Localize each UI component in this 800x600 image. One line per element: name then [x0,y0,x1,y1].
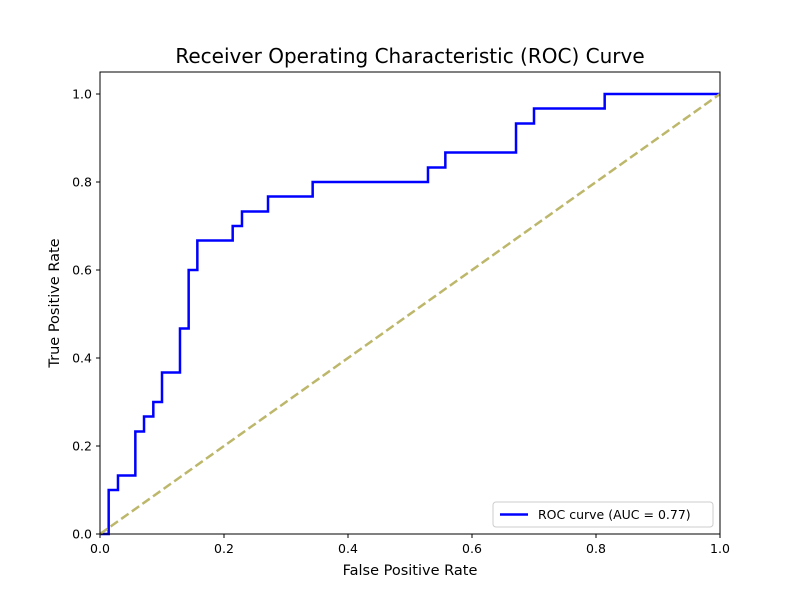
legend: ROC curve (AUC = 0.77) [492,501,714,528]
x-tick-label: 0.6 [462,541,482,556]
x-tick-label: 0.8 [586,541,606,556]
x-tick-label: 0.2 [214,541,234,556]
y-tick-label: 0.6 [72,263,92,278]
y-tick-label: 0.4 [72,351,92,366]
y-tick-label: 0.8 [72,175,92,190]
chance-diagonal-line [99,92,721,536]
x-axis-label: False Positive Rate [343,563,478,579]
roc-curve-line [100,92,720,536]
chart-title: Receiver Operating Characteristic (ROC) … [175,44,644,68]
x-tick-label: 0.0 [90,541,110,556]
x-tick-label: 0.4 [338,541,358,556]
y-tick-label: 1.0 [72,87,92,102]
y-tick-label: 0.2 [72,439,92,454]
y-axis-label: True Positive Rate [47,238,63,368]
y-tick-label: 0.0 [72,527,92,542]
legend-box [492,501,714,528]
plot-frame [99,71,721,535]
x-tick-label: 1.0 [710,541,730,556]
axes: 0.0 0.2 0.4 0.6 0.8 1.0 0.0 0.2 0.4 0.6 0.8 1.0 [72,71,730,556]
legend-label: ROC curve (AUC = 0.77) [538,507,691,522]
plot-area [99,92,721,536]
